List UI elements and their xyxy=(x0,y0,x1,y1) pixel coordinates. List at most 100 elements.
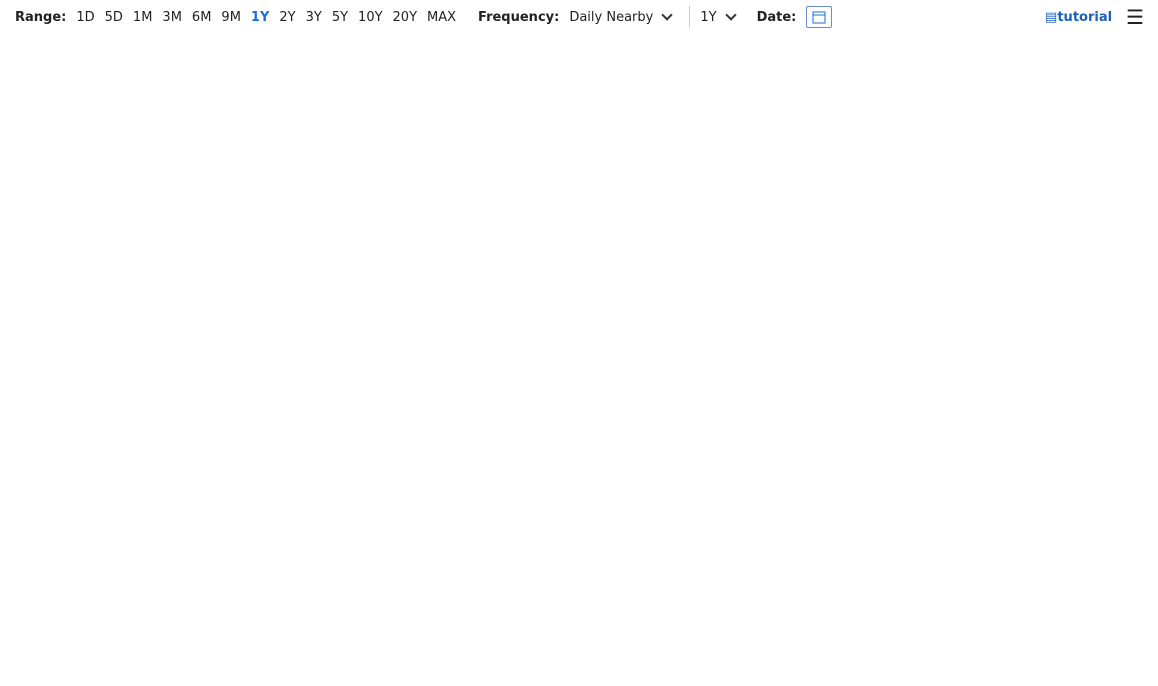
candle-body xyxy=(416,303,427,321)
price-tag-label: 41.17 xyxy=(1121,247,1158,261)
candle-body xyxy=(719,258,730,265)
range-button[interactable]: MAX xyxy=(427,9,457,25)
volume-bar xyxy=(129,618,140,649)
volume-bar xyxy=(480,588,491,649)
y-tick-label: 40.00 xyxy=(1124,254,1158,268)
average-line xyxy=(22,130,1028,254)
volume-bar xyxy=(257,615,267,649)
candle-body xyxy=(193,110,204,115)
volume-bar xyxy=(607,601,618,649)
x-tick-label: Oct '20 xyxy=(975,665,1018,679)
separator xyxy=(689,6,691,28)
candle-body xyxy=(926,254,937,279)
range-button[interactable]: 20Y xyxy=(392,9,418,25)
range-button[interactable]: 10Y xyxy=(358,9,383,25)
candle-body xyxy=(958,257,969,276)
candle-body xyxy=(177,114,188,122)
candle-body xyxy=(799,247,809,251)
volume-bar xyxy=(416,586,427,649)
volume-bar xyxy=(496,601,507,649)
average-line xyxy=(22,123,1028,354)
volume-bar xyxy=(113,620,124,649)
tutorial-link[interactable]: ▤tutorial xyxy=(1045,9,1113,25)
candle-body xyxy=(687,268,698,283)
range-button[interactable]: 3M xyxy=(162,9,182,25)
candle-body xyxy=(767,254,778,262)
range-button[interactable]: 6M xyxy=(191,9,212,25)
candle-body xyxy=(814,250,825,262)
candle-body xyxy=(320,184,331,192)
y-tick-label: 20.00 xyxy=(1124,394,1158,408)
range-button[interactable]: 3Y xyxy=(305,9,322,25)
volume-bar xyxy=(544,578,554,649)
price-tag-label: 0.71M xyxy=(1121,624,1158,638)
x-tick-label: May '20 xyxy=(540,665,587,679)
volume-bar xyxy=(368,598,379,649)
range-button[interactable]: 2Y xyxy=(279,9,296,25)
range-button[interactable]: 1D xyxy=(76,9,95,25)
range-label: Range: xyxy=(15,9,67,25)
volume-bar xyxy=(559,586,570,649)
volume-bar xyxy=(671,605,682,649)
x-tick-label: Nov '19 xyxy=(35,665,81,679)
candle-body xyxy=(591,352,602,360)
candle-body xyxy=(33,149,44,160)
y-tick-label: 10.00 xyxy=(1124,464,1158,478)
candle-body xyxy=(671,268,682,283)
candle-body xyxy=(607,317,618,353)
toolbar: Range: 1D 5D 1M 3M 6M 9M 1Y 2Y 3Y 5Y 10Y 20Y MAX Fre… xyxy=(0,0,1158,34)
chevron xyxy=(724,9,737,21)
candle-body xyxy=(400,229,411,251)
candle-body xyxy=(544,436,554,479)
frequency-select[interactable]: Daily Nearby xyxy=(569,9,654,25)
candle-body xyxy=(97,135,108,139)
volume-bar xyxy=(767,618,778,649)
candle-body xyxy=(448,352,459,374)
candle-body xyxy=(878,238,889,241)
y-tick-label: 0.00M xyxy=(1124,641,1158,655)
volume-bar xyxy=(990,618,1001,649)
menu-button[interactable]: ☰ xyxy=(1126,5,1144,29)
calendar-button[interactable] xyxy=(806,6,833,28)
candle-body xyxy=(161,121,172,129)
range-button[interactable]: 9M xyxy=(221,9,241,25)
volume-bar xyxy=(1022,630,1033,649)
calendar-icon xyxy=(812,11,826,24)
x-tick-label: Apr '20 xyxy=(459,665,502,679)
x-tick-label: Sep '20 xyxy=(890,665,935,679)
candle-body xyxy=(288,138,299,171)
volume-bar xyxy=(448,583,459,649)
price-tag xyxy=(1110,244,1158,263)
candle-body xyxy=(894,238,905,244)
candle-body xyxy=(623,303,634,318)
x-tick-label: Nov '20 xyxy=(1085,665,1131,679)
candle-body xyxy=(368,163,379,192)
volume-bar xyxy=(288,603,299,649)
volume-bar xyxy=(639,610,650,649)
price-tag xyxy=(1110,588,1158,607)
volume-bar xyxy=(894,623,905,649)
volume-bar xyxy=(177,613,188,649)
volume-bar xyxy=(814,613,825,649)
period-select[interactable]: 1Y xyxy=(700,9,717,25)
volume-bar xyxy=(623,608,634,649)
volume-panel xyxy=(14,535,1111,653)
x-tick-label: Jan '20 xyxy=(206,665,248,679)
chevron xyxy=(661,9,674,21)
range-button[interactable]: 5Y xyxy=(331,9,349,25)
range-button[interactable]: 1M xyxy=(132,9,153,25)
volume-bar xyxy=(209,608,220,649)
candle-body xyxy=(735,254,746,259)
candle-body xyxy=(145,128,156,146)
candle-body xyxy=(846,245,857,248)
range-button[interactable]: 1Y xyxy=(250,9,270,25)
range-button[interactable]: 5D xyxy=(104,9,123,25)
volume-bar xyxy=(974,620,985,649)
volume-bar xyxy=(161,618,172,649)
candle-body xyxy=(990,259,1001,263)
volume-bar xyxy=(225,578,236,649)
range-list: 1D 5D 1M 3M 6M 9M 1Y 2Y 3Y 5Y 10Y 20Y MAX xyxy=(66,10,456,25)
volume-bar xyxy=(193,610,204,649)
frequency-label: Frequency: xyxy=(478,9,560,25)
